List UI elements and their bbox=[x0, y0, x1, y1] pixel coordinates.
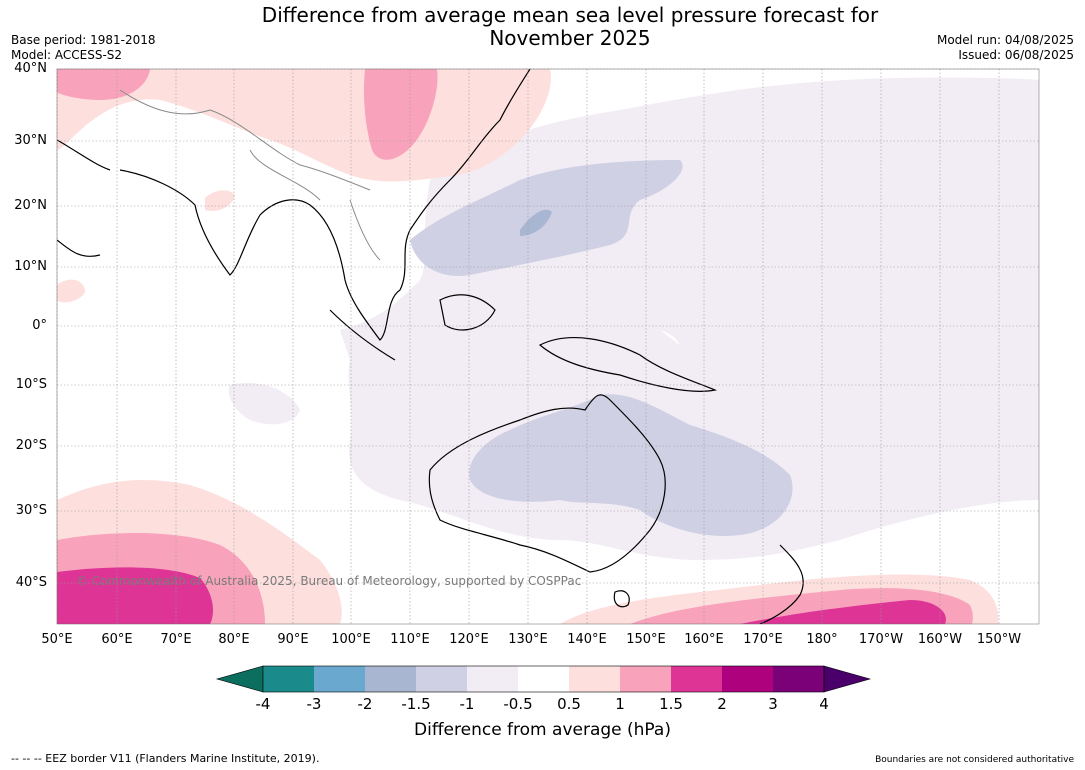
anomaly-fields bbox=[57, 69, 1039, 624]
longitude-label: 70°E bbox=[160, 632, 192, 647]
map-frame bbox=[56, 68, 1040, 625]
coast-sumatra bbox=[329, 309, 396, 361]
colorbar-title: Difference from average (hPa) bbox=[414, 720, 671, 740]
longitude-label: 170°E bbox=[743, 632, 783, 647]
latitude-label: 30°N bbox=[14, 133, 47, 148]
colorbar-swatch bbox=[620, 666, 671, 692]
model-run: Model run: 04/08/2025 bbox=[936, 33, 1074, 47]
borders bbox=[119, 89, 381, 261]
colorbar-tick-label: -1.5 bbox=[401, 695, 431, 713]
issued-date: Issued: 06/08/2025 bbox=[958, 48, 1074, 62]
border-lines bbox=[119, 89, 381, 261]
colorbar-tick-label: 1 bbox=[615, 695, 625, 713]
colorbar-tick-label: 0.5 bbox=[557, 695, 581, 713]
colorbar-swatch bbox=[722, 666, 773, 692]
colorbar-frame bbox=[262, 665, 825, 693]
coast-new-guinea bbox=[538, 336, 718, 392]
anomaly-region-neg-1-aus bbox=[469, 394, 793, 536]
colorbar-tick-label: 1.5 bbox=[659, 695, 683, 713]
anomaly-region-neg-0.5 bbox=[340, 77, 1039, 474]
longitude-label: 170°W bbox=[858, 632, 904, 647]
title-line-2: November 2025 bbox=[489, 26, 651, 50]
boundaries-disclaimer: Boundaries are not considered authoritat… bbox=[875, 755, 1074, 765]
colorbar bbox=[215, 665, 872, 693]
colorbar-swatch bbox=[773, 666, 824, 692]
colorbar-over-arrow bbox=[823, 665, 872, 693]
latitude-label: 10°S bbox=[15, 377, 47, 392]
latitude-label: 0° bbox=[32, 318, 47, 333]
longitude-label: 140°E bbox=[567, 632, 607, 647]
colorbar-swatch bbox=[569, 666, 620, 692]
longitude-label: 130°E bbox=[508, 632, 548, 647]
eez-legend: -- -- -- EEZ border V11 (Flanders Marine… bbox=[11, 752, 320, 765]
coast-arabia-africa bbox=[57, 139, 111, 257]
colorbar-swatch bbox=[263, 666, 314, 692]
anomaly-region-pos-1.5-sw bbox=[57, 567, 213, 624]
longitude-label: 110°E bbox=[390, 632, 430, 647]
model-name: Model: ACCESS-S2 bbox=[11, 48, 123, 62]
colorbar-tick-label: 3 bbox=[768, 695, 778, 713]
anomaly-region-neg-1.5 bbox=[520, 209, 552, 236]
latitude-label: 30°S bbox=[15, 503, 47, 518]
anomaly-region-pos-1.5-se bbox=[740, 600, 946, 624]
coast-borneo bbox=[439, 294, 496, 331]
colorbar-tick-label: -0.5 bbox=[503, 695, 533, 713]
coast-new-zealand bbox=[759, 544, 804, 624]
colorbar-tick-label: 4 bbox=[819, 695, 829, 713]
longitude-label: 120°E bbox=[449, 632, 489, 647]
latitude-label: 40°N bbox=[14, 61, 47, 76]
anomaly-region-pos-1-china bbox=[363, 69, 438, 160]
longitude-label: 180° bbox=[806, 632, 838, 647]
latitude-label: 10°N bbox=[14, 259, 47, 274]
anomaly-region-pos-1-north bbox=[57, 69, 150, 100]
title-line-1: Difference from average mean sea level p… bbox=[261, 3, 879, 27]
colorbar-tick-label: -1 bbox=[459, 695, 475, 713]
colorbar-tick-label: -3 bbox=[306, 695, 322, 713]
longitude-label: 160°W bbox=[917, 632, 963, 647]
longitude-label: 100°E bbox=[331, 632, 371, 647]
colorbar-swatch bbox=[671, 666, 722, 692]
coastlines bbox=[57, 69, 804, 624]
colorbar-under-arrow bbox=[215, 665, 264, 693]
base-period: Base period: 1981-2018 bbox=[11, 33, 156, 47]
map-title: Difference from average mean sea level p… bbox=[220, 4, 920, 50]
colorbar-swatch bbox=[467, 666, 518, 692]
anomaly-region-pos-0.5-arabia bbox=[57, 279, 85, 303]
longitude-label: 60°E bbox=[101, 632, 133, 647]
longitude-label: 150°W bbox=[976, 632, 1022, 647]
latitude-label: 20°S bbox=[15, 438, 47, 453]
colorbar-tick-label: 2 bbox=[717, 695, 727, 713]
colorbar-tick-label: -2 bbox=[357, 695, 373, 713]
latitude-label: 20°N bbox=[14, 198, 47, 213]
longitude-label: 80°E bbox=[218, 632, 250, 647]
longitude-label: 50°E bbox=[41, 632, 73, 647]
meta-left: Base period: 1981-2018 Model: ACCESS-S2 bbox=[11, 33, 156, 63]
coast-australia bbox=[428, 394, 666, 573]
longitude-label: 150°E bbox=[626, 632, 666, 647]
colorbar-swatch bbox=[314, 666, 365, 692]
longitude-label: 160°E bbox=[684, 632, 724, 647]
meta-right: Model run: 04/08/2025 Issued: 06/08/2025 bbox=[937, 33, 1074, 63]
colorbar-swatch bbox=[365, 666, 416, 692]
anomaly-region-pos-0.5-india bbox=[205, 190, 235, 212]
copyright-notice: © Commonwealth of Australia 2025, Bureau… bbox=[76, 574, 582, 588]
colorbar-tick-label: -4 bbox=[255, 695, 271, 713]
coast-tasmania bbox=[613, 590, 630, 608]
colorbar-swatch bbox=[518, 666, 569, 692]
coast-india bbox=[119, 169, 311, 276]
colorbar-swatch bbox=[416, 666, 467, 692]
anomaly-region-neg-0.5-west bbox=[228, 382, 300, 425]
latitude-label: 40°S bbox=[15, 575, 47, 590]
longitude-label: 90°E bbox=[277, 632, 309, 647]
coast-se-asia bbox=[309, 69, 531, 341]
